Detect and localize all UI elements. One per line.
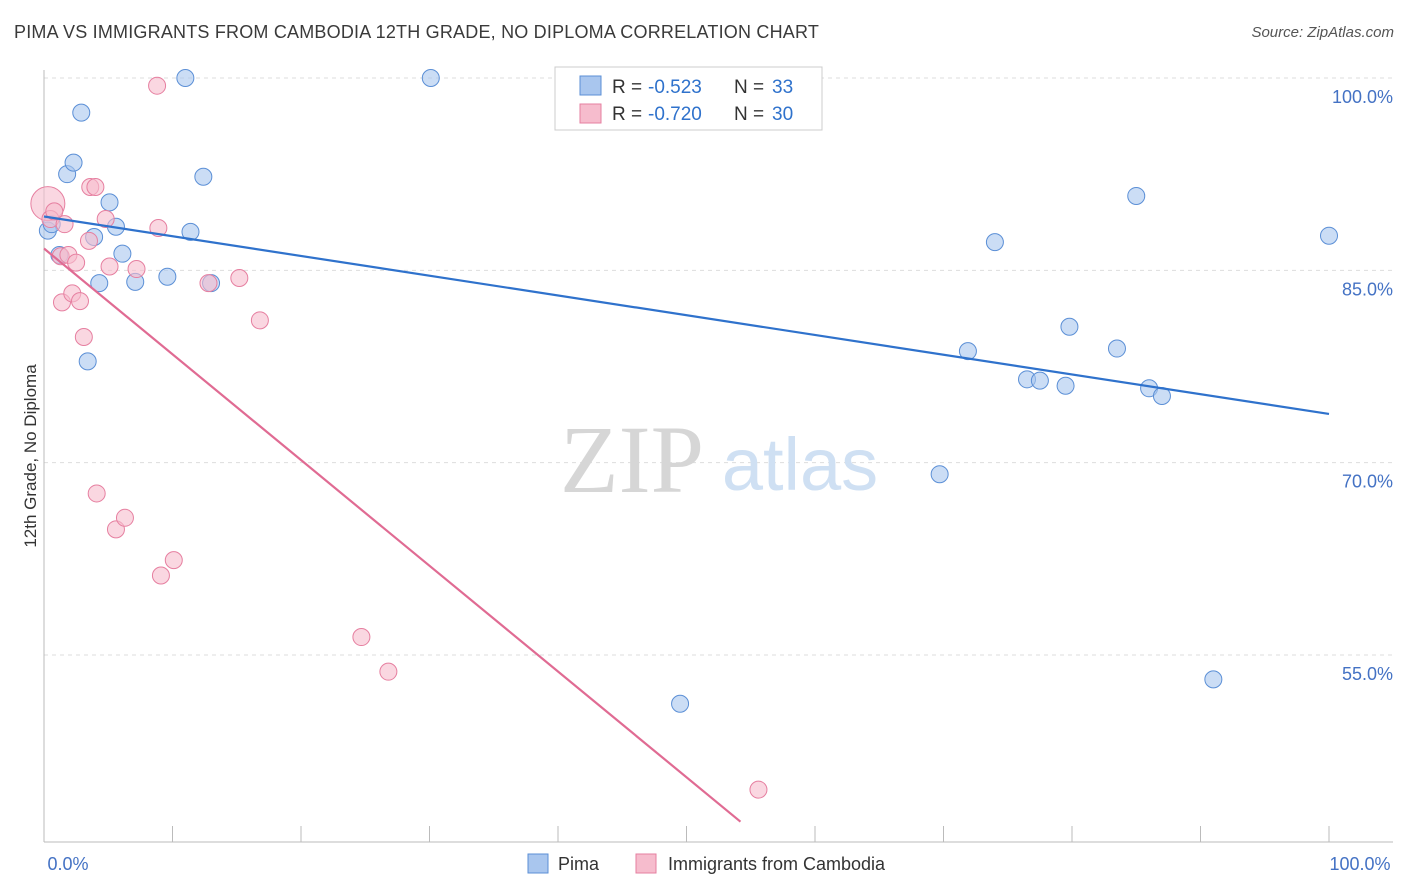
y-tick-label-55: 55.0% — [1342, 664, 1393, 684]
y-axis-title: 12th Grade, No Diploma — [21, 364, 40, 548]
point-pima-9 — [100, 193, 119, 212]
chart-title: PIMA VS IMMIGRANTS FROM CAMBODIA 12TH GR… — [14, 22, 820, 42]
y-tick-label-100: 100.0% — [1332, 87, 1393, 107]
point-cambodia-13 — [86, 177, 105, 196]
point-pima-18 — [421, 69, 440, 87]
point-cambodia-29 — [749, 780, 768, 799]
point-pima-13 — [158, 267, 177, 286]
point-cambodia-24 — [199, 274, 218, 293]
x-tick-label-min: 0.0% — [47, 854, 88, 874]
grid-lines — [44, 77, 1393, 656]
point-pima-4 — [64, 153, 83, 172]
series-legend-swatch-pima — [527, 853, 549, 874]
point-cambodia-11 — [79, 231, 98, 250]
point-cambodia-8 — [67, 253, 86, 272]
series-legend-label-cambodia: Immigrants from Cambodia — [668, 854, 886, 874]
point-pima-20 — [930, 465, 949, 484]
series-legend-label-pima: Pima — [558, 854, 600, 874]
trend-line-pima — [43, 215, 1330, 416]
trend-lines — [43, 215, 1330, 823]
trend-line-cambodia — [43, 247, 742, 823]
point-pima-14 — [176, 69, 195, 87]
legend-n-label-cambodia: N = — [734, 104, 764, 125]
point-cambodia-19 — [127, 260, 146, 279]
x-tick-label-max: 100.0% — [1329, 854, 1390, 874]
point-cambodia-21 — [149, 219, 168, 238]
x-ticks — [43, 826, 1330, 842]
legend-r-value-pima: -0.523 — [648, 77, 702, 98]
point-pima-26 — [1060, 317, 1079, 336]
legend: R = -0.523 N = 33 R = -0.720 N = 30 — [554, 66, 823, 131]
y-tick-label-70: 70.0% — [1342, 472, 1393, 492]
watermark-atlas: atlas — [722, 423, 878, 506]
point-cambodia-15 — [96, 210, 115, 229]
legend-n-value-cambodia: 30 — [772, 104, 793, 125]
watermark: ZIP atlas — [560, 406, 878, 513]
point-pima-21 — [958, 342, 977, 361]
y-tick-labels: 55.0% 70.0% 85.0% 100.0% — [1332, 87, 1393, 684]
legend-r-value-cambodia: -0.720 — [648, 104, 702, 125]
axes — [43, 70, 1393, 843]
point-cambodia-10 — [74, 328, 93, 347]
x-tick-labels: 0.0% 100.0% — [47, 854, 1390, 874]
series-legend-swatch-cambodia — [635, 853, 657, 874]
legend-n-label-pima: N = — [734, 77, 764, 98]
point-cambodia-18 — [115, 508, 134, 527]
point-cambodia-23 — [164, 551, 183, 570]
point-cambodia-25 — [230, 269, 249, 288]
point-pima-16 — [194, 167, 213, 186]
source-label: Source: ZipAtlas.com — [1251, 24, 1394, 41]
point-cambodia-26 — [250, 311, 269, 330]
legend-swatch-cambodia — [579, 103, 602, 124]
legend-r-label-pima: R = — [612, 77, 642, 98]
watermark-zip: ZIP — [560, 406, 704, 513]
point-pima-8 — [90, 274, 109, 293]
y-tick-label-85: 85.0% — [1342, 279, 1393, 299]
point-cambodia-27 — [352, 628, 371, 647]
point-cambodia-22 — [151, 566, 170, 585]
legend-swatch-pima — [579, 75, 602, 96]
point-pima-22 — [985, 233, 1004, 252]
point-cambodia-2 — [45, 202, 64, 221]
point-cambodia-16 — [100, 257, 119, 276]
point-cambodia-28 — [379, 662, 398, 681]
point-pima-11 — [113, 244, 132, 263]
point-cambodia-14 — [87, 484, 106, 503]
series-legend: Pima Immigrants from Cambodia — [527, 853, 886, 874]
point-pima-24 — [1030, 371, 1049, 390]
point-pima-27 — [1107, 339, 1126, 358]
legend-r-label-cambodia: R = — [612, 104, 642, 125]
point-cambodia-9 — [70, 292, 89, 311]
point-pima-19 — [671, 694, 690, 713]
point-pima-5 — [72, 103, 91, 122]
point-pima-31 — [1204, 670, 1223, 689]
point-cambodia-20 — [148, 76, 167, 95]
point-pima-25 — [1056, 376, 1075, 395]
point-pima-32 — [1320, 226, 1338, 245]
point-pima-28 — [1127, 186, 1146, 205]
point-pima-15 — [181, 222, 200, 241]
legend-n-value-pima: 33 — [772, 77, 793, 98]
point-pima-6 — [78, 352, 97, 371]
